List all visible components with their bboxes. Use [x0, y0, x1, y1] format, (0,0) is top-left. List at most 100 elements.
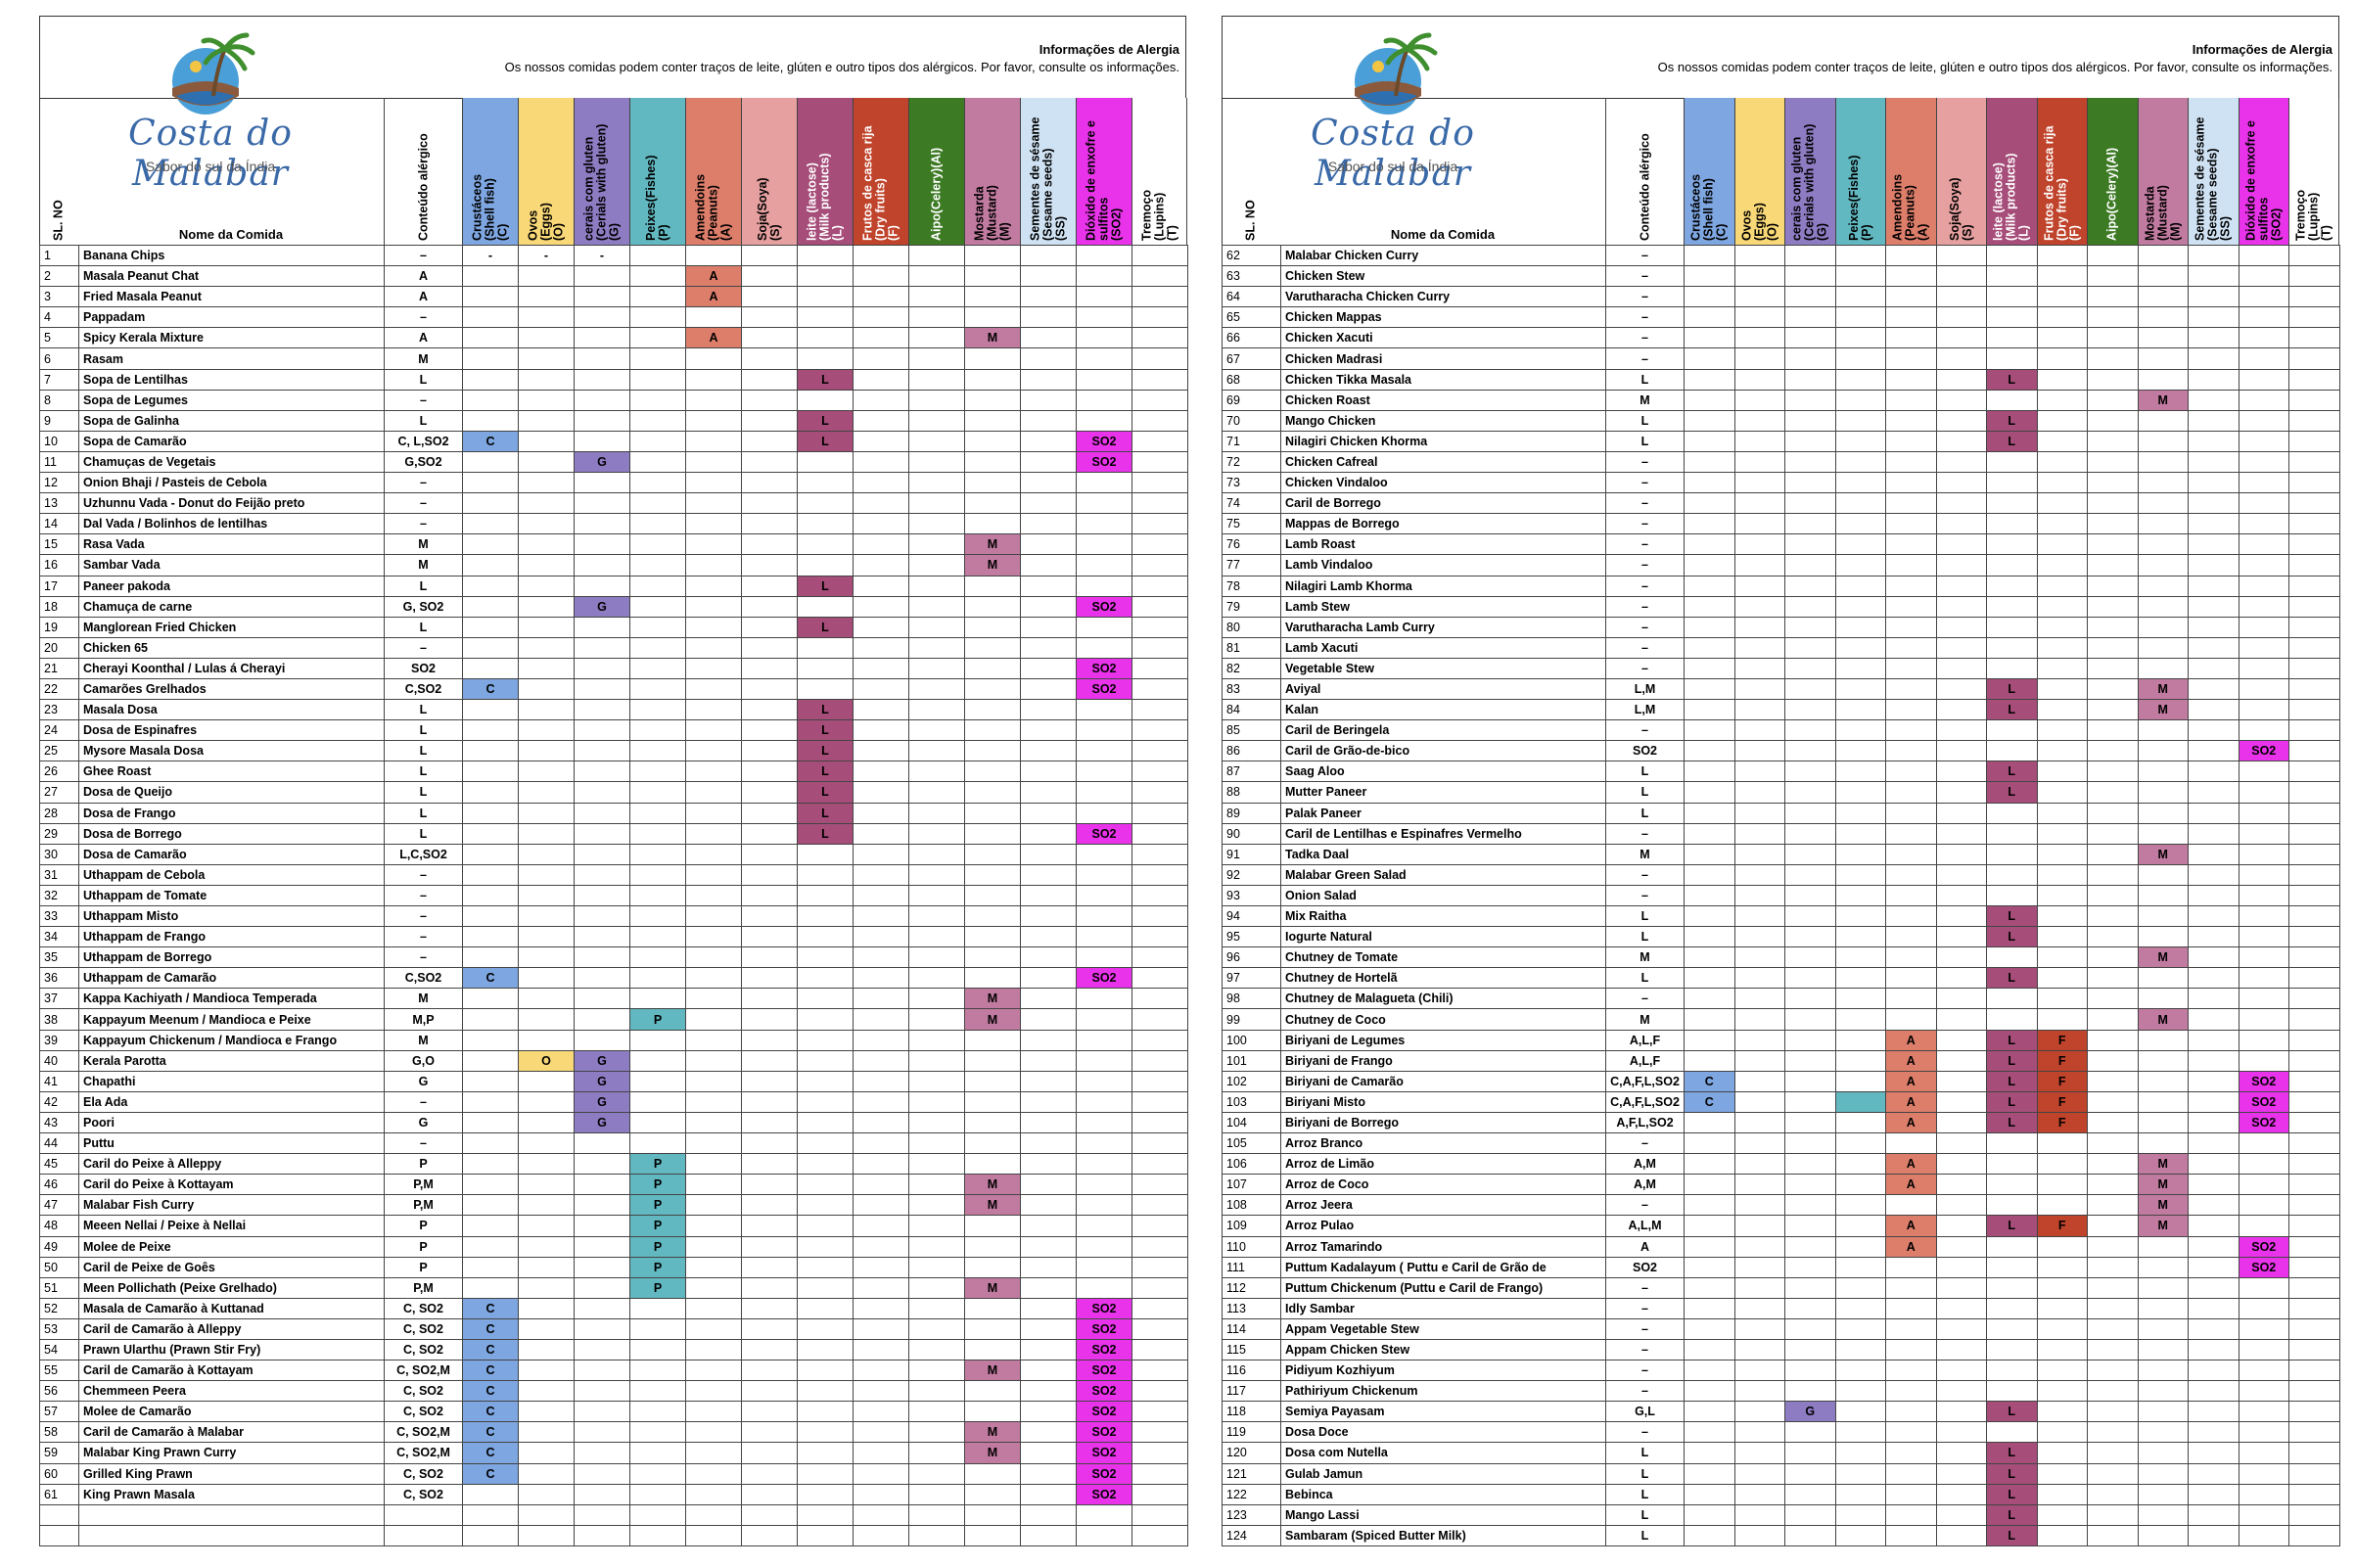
row-number: 33	[39, 904, 79, 928]
allergen-cell-al	[2087, 513, 2139, 535]
allergen-cell-f	[853, 740, 909, 762]
allergen-cell-m	[2137, 1524, 2189, 1546]
allergen-cell-g	[1784, 636, 1836, 659]
allergen-cell-a	[685, 1235, 742, 1258]
table-row	[39, 1524, 1188, 1546]
allergen-content: M	[1605, 389, 1685, 411]
allergen-cell-t	[2288, 1360, 2340, 1382]
allergen-cell-l	[1986, 1194, 2038, 1217]
allergen-cell-t	[2288, 244, 2340, 267]
row-number: 77	[1222, 554, 1281, 576]
dish-name: King Prawn Masala	[78, 1483, 385, 1505]
table-row: 105 Arroz Branco –	[1222, 1132, 2340, 1155]
allergen-cell-al	[2087, 1070, 2139, 1092]
allergen-cell-t	[2288, 595, 2340, 618]
allergen-cell-c	[1684, 244, 1735, 267]
allergen-cell-t	[1131, 430, 1188, 452]
allergen-content: A,M	[1605, 1174, 1685, 1196]
allergen-cell-so2	[2238, 450, 2289, 474]
allergen-cell-al	[908, 1360, 965, 1382]
allergen-cell-m	[964, 513, 1021, 535]
row-number: 16	[39, 554, 79, 576]
allergen-cell-so2	[2238, 761, 2289, 783]
allergen-cell-a	[1885, 677, 1937, 701]
allergen-cell-l	[1986, 472, 2038, 494]
table-row: 120 Dosa com Nutella L L	[1222, 1442, 2340, 1464]
allergen-cell-t	[2288, 1174, 2340, 1196]
allergen-cell-p	[629, 327, 686, 349]
allergen-cell-m	[2137, 1070, 2189, 1092]
allergen-cell-a	[685, 884, 742, 907]
allergen-cell-so2	[2238, 636, 2289, 659]
allergen-cell-ss	[1020, 1503, 1077, 1526]
table-row: 94 Mix Raitha L L	[1222, 904, 2340, 928]
allergen-cell-so2	[2238, 430, 2289, 452]
allergen-cell-c	[1684, 1174, 1735, 1196]
allergen-cell-l	[1986, 822, 2038, 845]
allergen-cell-o	[1733, 740, 1785, 762]
row-number: 95	[1222, 926, 1281, 948]
dish-name: Puttu	[78, 1132, 385, 1155]
row-number: 72	[1222, 450, 1281, 474]
allergen-cell-a	[1885, 368, 1937, 391]
allergen-cell-s	[1935, 636, 1987, 659]
table-row: 87 Saag Aloo L L	[1222, 761, 2340, 783]
allergen-cell-t	[2288, 781, 2340, 804]
allergen-cell-l	[1986, 1297, 2038, 1319]
allergen-cell-so2	[1076, 1174, 1132, 1196]
allergen-cell-s	[741, 1360, 798, 1382]
allergen-cell-g	[574, 1008, 630, 1031]
allergen-cell-so2	[2238, 802, 2289, 824]
allergen-cell-m	[2137, 822, 2189, 845]
allergen-content: –	[384, 513, 463, 535]
allergen-cell-g	[574, 472, 630, 494]
allergen-cell-f	[853, 286, 909, 308]
allergen-cell-t	[2288, 1256, 2340, 1278]
allergen-cell-a	[685, 1317, 742, 1340]
dish-name: Dosa de Frango	[78, 802, 385, 824]
allergen-cell-t	[1131, 1090, 1188, 1113]
allergen-cell-o	[518, 1174, 575, 1196]
allergen-cell-f	[853, 1401, 909, 1423]
allergen-cell-s	[1935, 575, 1987, 597]
allergen-cell-g	[1784, 1503, 1836, 1526]
allergen-cell-t	[2288, 988, 2340, 1010]
allergen-cell-p	[1834, 699, 1886, 721]
column-header-allergen-g: cerais com gluten (Cerials with gluten) …	[1784, 98, 1835, 245]
table-row: 118 Semiya Payasam G,L G L	[1222, 1401, 2340, 1423]
allergen-cell-m	[964, 1132, 1021, 1155]
allergen-cell-ss	[1020, 1483, 1077, 1505]
allergen-cell-so2	[1076, 533, 1132, 556]
row-number: 107	[1222, 1174, 1281, 1196]
column-header-allergen-l: leite (lactose) (Milk products) (L)	[797, 98, 853, 245]
allergen-cell-a	[1885, 244, 1937, 267]
allergen-cell-o	[1733, 533, 1785, 556]
allergen-cell-al	[908, 1235, 965, 1258]
dish-name: Chicken Vindaloo	[1280, 472, 1606, 494]
allergen-cell-a	[1885, 946, 1937, 969]
row-number: 67	[1222, 347, 1281, 370]
allergen-cell-al	[908, 389, 965, 411]
table-row: 8 Sopa de Legumes –	[39, 389, 1188, 411]
allergen-cell-s	[1935, 368, 1987, 391]
allergen-cell-g	[1784, 740, 1836, 762]
allergen-cell-l	[797, 1111, 854, 1134]
allergen-cell-al	[908, 575, 965, 597]
allergen-cell-g	[1784, 1090, 1836, 1113]
allergen-cell-g	[1784, 1153, 1836, 1176]
allergen-content: –	[1605, 1380, 1685, 1403]
allergen-cell-t	[2288, 347, 2340, 370]
allergen-cell-t	[1131, 1483, 1188, 1505]
table-row: 73 Chicken Vindaloo –	[1222, 472, 2340, 494]
allergen-cell-o	[518, 368, 575, 391]
allergen-cell-m	[964, 802, 1021, 824]
table-row: 109 Arroz Pulao A,L,M A L F M	[1222, 1215, 2340, 1237]
allergen-cell-p	[1834, 843, 1886, 865]
allergen-cell-g: G	[574, 1090, 630, 1113]
allergen-cell-c	[462, 946, 519, 969]
logo-tagline: Sabor do sul da Índia	[145, 159, 276, 174]
allergen-cell-g	[574, 988, 630, 1010]
allergen-cell-so2: SO2	[1076, 1401, 1132, 1423]
table-row: 70 Mango Chicken L L	[1222, 409, 2340, 432]
column-header-allergen-p: Peixes(Fishes) (P)	[1834, 98, 1885, 245]
